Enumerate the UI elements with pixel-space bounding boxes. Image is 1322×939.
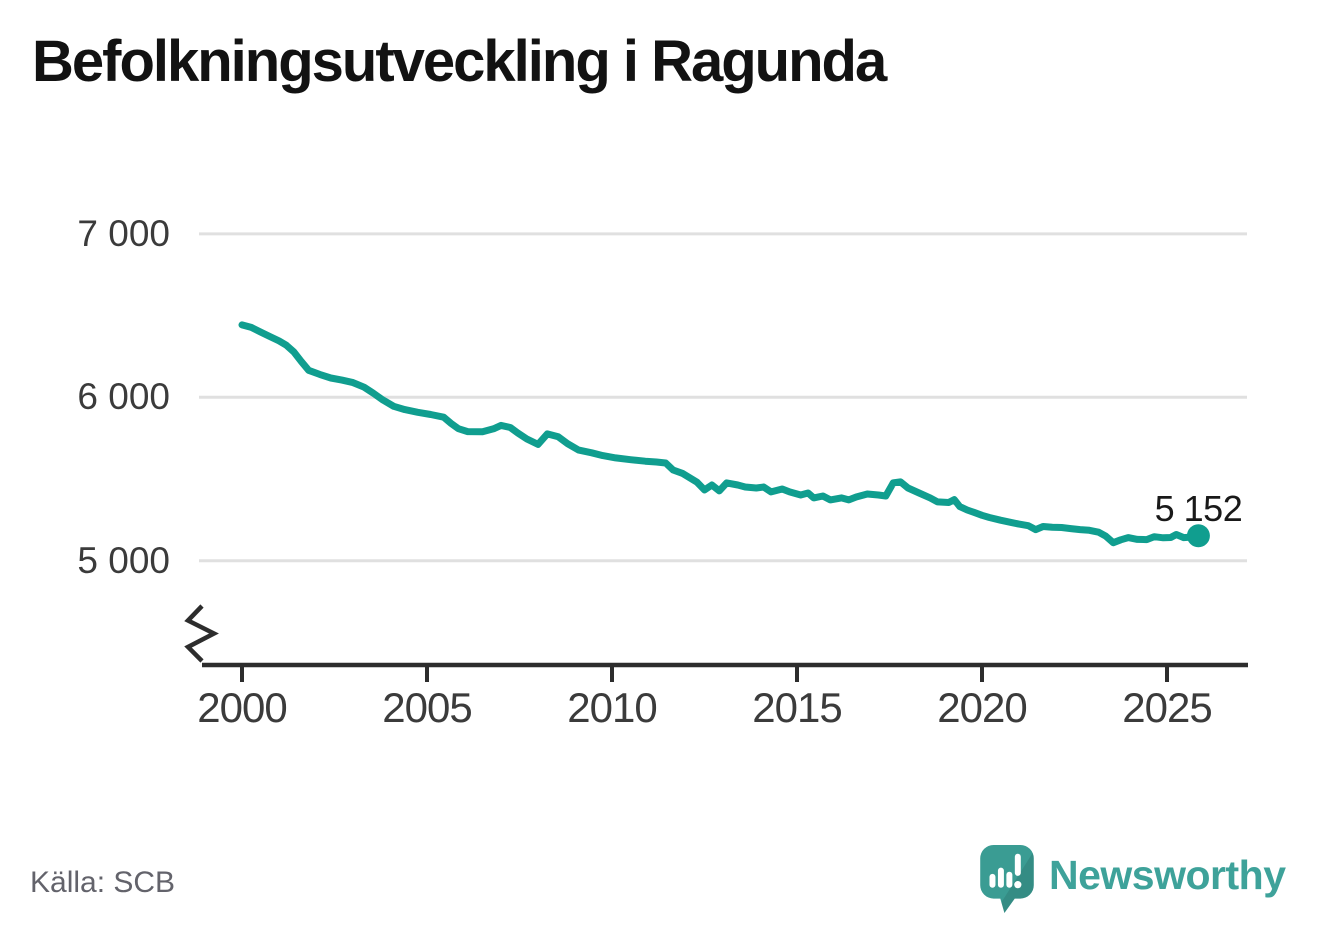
- x-axis-label-2000: 2000: [197, 684, 287, 731]
- newsworthy-logo-icon: [980, 845, 1034, 913]
- chart-title: Befolkningsutveckling i Ragunda: [32, 29, 887, 94]
- y-axis-label-5000: 5 000: [77, 539, 170, 581]
- x-axis-label-2010: 2010: [567, 684, 657, 731]
- newsworthy-logo: Newsworthy: [980, 845, 1286, 913]
- x-axis-ticks: [240, 665, 1169, 682]
- gridlines: [199, 232, 1247, 563]
- y-axis-label-6000: 6 000: [77, 376, 170, 418]
- y-axis-label-7000: 7 000: [77, 212, 170, 254]
- axis-break-zigzag-icon: [184, 604, 219, 663]
- x-axis-label-2015: 2015: [752, 684, 842, 731]
- newsworthy-wordmark: Newsworthy: [1049, 852, 1286, 898]
- end-point-marker: [1186, 524, 1210, 548]
- bar-chart-glyph: [989, 853, 1022, 889]
- end-value-label: 5 152: [1154, 487, 1243, 529]
- x-axis-label-2005: 2005: [382, 684, 472, 731]
- x-axis-label-2025: 2025: [1122, 684, 1212, 731]
- bubble-shade: [994, 851, 1034, 913]
- x-axis-label-2020: 2020: [937, 684, 1027, 731]
- source-note: Källa: SCB: [30, 866, 176, 899]
- population-line: [238, 321, 1202, 547]
